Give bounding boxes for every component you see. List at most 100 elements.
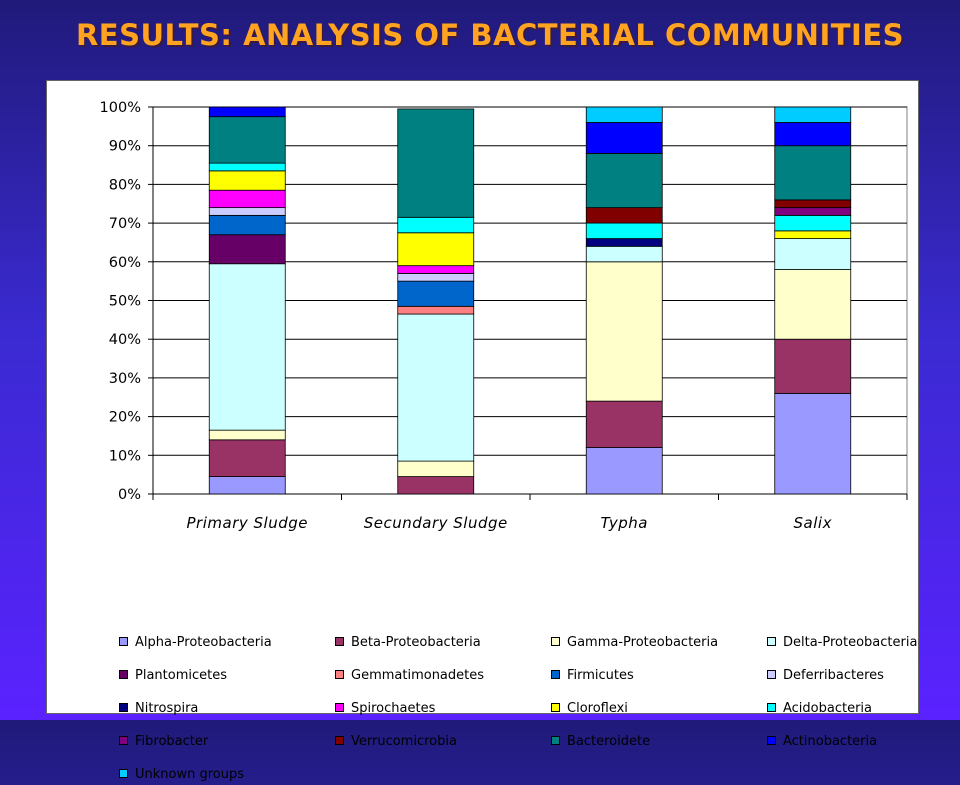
bar-segment-actinobacteria [774, 122, 852, 147]
legend-swatch [335, 703, 344, 712]
bar-segment-gemmatimonadetes [397, 305, 475, 315]
bar-segment-firmicutes [397, 280, 475, 307]
bar-segment-beta-proteobacteria [397, 476, 475, 495]
legend-item: Beta-Proteobacteria [335, 633, 481, 653]
legend-item: Actinobacteria [767, 732, 877, 752]
legend-label: Actinobacteria [783, 734, 878, 749]
legend-swatch [767, 637, 776, 646]
bar-segment-deferribacteres [208, 207, 286, 216]
legend-item: Bacteroidete [551, 732, 650, 752]
bar-segment-firmicutes [208, 214, 286, 236]
bar-segment-bacteroidete [397, 108, 475, 218]
bar-segment-acidobacteria [397, 216, 475, 234]
bar-segment-unknown-groups [585, 106, 663, 123]
y-tick-label: 0% [118, 487, 141, 503]
legend-swatch [335, 670, 344, 679]
bar-segment-delta-proteobacteria [208, 263, 286, 431]
stacked-bar-chart: 0% 10% 20% 30% 40% 50% 60% 70% 80% 90% 100% Primary… [100, 100, 908, 532]
bar-segment-gamma-proteobacteria [585, 261, 663, 402]
legend-label: Gemmatimonadetes [351, 668, 485, 683]
legend-item: Delta-Proteobacteria [767, 633, 917, 653]
x-category-label: Primary Sludge [187, 514, 308, 532]
legend-swatch [119, 736, 128, 745]
bar-segment-gamma-proteobacteria [208, 429, 286, 441]
bar-segment-beta-proteobacteria [774, 338, 852, 394]
legend-swatch [119, 703, 128, 712]
bar-segment-bacteroidete [774, 145, 852, 201]
y-tick-label: 20% [109, 410, 141, 426]
y-tick-label: 90% [109, 139, 141, 155]
legend-label: Cloroflexi [567, 701, 628, 716]
legend-item: Deferribacteres [767, 666, 884, 686]
bar-segment-delta-proteobacteria [774, 238, 852, 270]
y-tick-label: 60% [109, 255, 141, 271]
x-category-label: Secundary Sludge [364, 514, 508, 532]
legend-label: Bacteroidete [567, 734, 651, 749]
y-tick-label: 100% [100, 100, 141, 116]
y-tick-label: 50% [109, 294, 141, 310]
bar-segment-fibrobacter [774, 207, 852, 216]
legend-item: Spirochaetes [335, 699, 435, 719]
legend-swatch [767, 736, 776, 745]
bar-segment-verrucomicrobia [774, 199, 852, 209]
x-category-label: Typha [601, 514, 648, 532]
legend-swatch [551, 703, 560, 712]
legend-item: Plantomicetes [119, 666, 227, 686]
bar-segment-cloroflexi [397, 232, 475, 267]
legend-swatch [335, 637, 344, 646]
legend-swatch [119, 769, 128, 778]
x-category-label: Salix [794, 514, 832, 532]
legend-swatch [551, 736, 560, 745]
bar-segment-alpha-proteobacteria [774, 392, 852, 495]
legend-swatch [767, 670, 776, 679]
chart-panel: 0% 10% 20% 30% 40% 50% 60% 70% 80% 90% 100% Primary… [46, 80, 919, 782]
bar-segment-delta-proteobacteria [397, 313, 475, 462]
bar-segment-acidobacteria [585, 222, 663, 239]
legend-item: Fibrobacter [119, 732, 208, 752]
legend-label: Unknown groups [135, 767, 245, 782]
bar-segment-gamma-proteobacteria [397, 460, 475, 477]
legend-swatch [767, 703, 776, 712]
bar-segment-alpha-proteobacteria [208, 476, 286, 495]
legend-swatch [335, 736, 344, 745]
legend-item: Nitrospira [119, 699, 198, 719]
legend-label: Alpha-Proteobacteria [135, 635, 272, 650]
legend-label: Acidobacteria [783, 701, 873, 716]
legend-item: Gemmatimonadetes [335, 666, 484, 686]
legend-label: Beta-Proteobacteria [351, 635, 481, 650]
bar-segment-bacteroidete [208, 116, 286, 164]
legend-swatch [119, 670, 128, 679]
bar-segment-bacteroidete [585, 153, 663, 209]
legend-label: Verrucomicrobia [351, 734, 457, 749]
bar-segment-delta-proteobacteria [585, 245, 663, 263]
legend-label: Gamma-Proteobacteria [567, 635, 719, 650]
legend-item: Firmicutes [551, 666, 634, 686]
bar-segment-alpha-proteobacteria [585, 447, 663, 495]
y-tick-label: 40% [109, 332, 141, 348]
bar-segment-beta-proteobacteria [208, 439, 286, 477]
legend-item: Cloroflexi [551, 699, 628, 719]
legend-item: Gamma-Proteobacteria [551, 633, 718, 653]
legend-item: Unknown groups [119, 765, 244, 785]
legend-swatch [551, 670, 560, 679]
bar-segment-beta-proteobacteria [585, 400, 663, 448]
legend-label: Plantomicetes [135, 668, 227, 683]
legend-item: Alpha-Proteobacteria [119, 633, 272, 653]
bar-segment-acidobacteria [774, 214, 852, 232]
slide-title: RESULTS: ANALYSIS OF BACTERIAL COMMUNITI… [75, 18, 905, 52]
legend-label: Deferribacteres [783, 668, 884, 683]
y-tick-label: 80% [109, 177, 141, 193]
y-tick-label: 30% [109, 371, 141, 387]
legend-label: Nitrospira [135, 701, 199, 716]
bar-segment-cloroflexi [208, 170, 286, 191]
legend-item: Verrucomicrobia [335, 732, 457, 752]
bar-segment-plantomicetes [208, 234, 286, 265]
legend-label: Fibrobacter [135, 734, 209, 749]
legend-item: Acidobacteria [767, 699, 872, 719]
bar-segment-deferribacteres [397, 273, 475, 282]
bar-segment-cloroflexi [774, 230, 852, 239]
bar-segment-actinobacteria [585, 122, 663, 154]
legend-label: Firmicutes [567, 668, 634, 683]
bar-segment-unknown-groups [774, 106, 852, 123]
bar-segment-nitrospira [585, 238, 663, 247]
